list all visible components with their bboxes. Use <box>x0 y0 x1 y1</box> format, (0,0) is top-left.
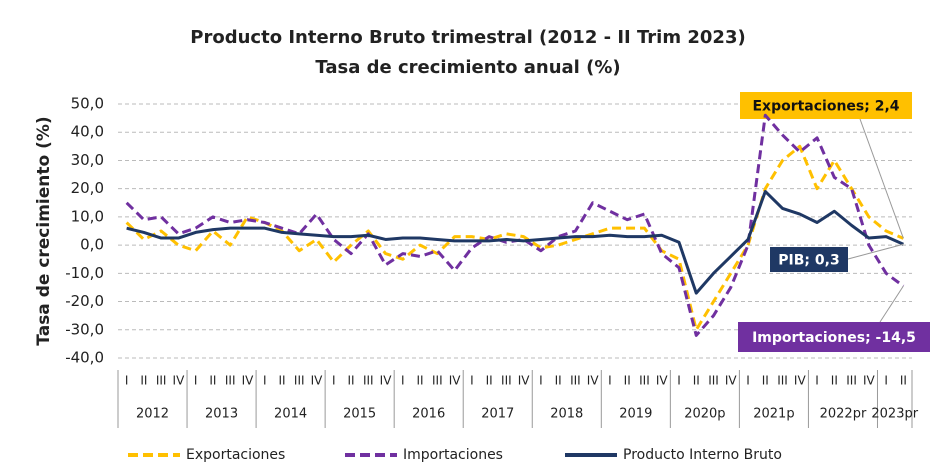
x-tick-label: I <box>746 374 750 388</box>
x-group-label: 2015 <box>343 407 376 422</box>
series-line <box>126 189 904 295</box>
x-tick-label: IV <box>518 374 531 388</box>
y-tick-label: -30,0 <box>65 320 104 338</box>
x-tick-label: III <box>225 374 236 388</box>
x-tick-label: I <box>401 374 405 388</box>
x-tick-label: III <box>156 374 167 388</box>
x-tick-label: IV <box>173 374 186 388</box>
x-tick-label: III <box>777 374 788 388</box>
x-group-label: 2022pr <box>820 407 867 422</box>
x-tick-label: II <box>900 374 907 388</box>
x-tick-label: IV <box>725 374 738 388</box>
chart-subtitle: Tasa de crecimiento anual (%) <box>315 57 620 78</box>
series-line <box>125 144 904 332</box>
x-tick-label: I <box>125 374 129 388</box>
data-label-box <box>738 322 930 352</box>
x-tick-label: III <box>639 374 650 388</box>
x-group-label: 2021p <box>753 407 794 422</box>
x-tick-label: I <box>884 374 888 388</box>
x-tick-label: IV <box>311 374 324 388</box>
x-tick-label: II <box>555 374 562 388</box>
legend-label: Importaciones <box>403 447 503 463</box>
y-tick-label: 50,0 <box>71 95 104 113</box>
x-tick-label: II <box>209 374 216 388</box>
x-tick-label: IV <box>794 374 807 388</box>
x-group-label: 2014 <box>274 407 307 422</box>
x-tick-label: II <box>278 374 285 388</box>
x-tick-label: IV <box>449 374 462 388</box>
x-tick-label: II <box>693 374 700 388</box>
x-tick-label: II <box>762 374 769 388</box>
data-label-box <box>740 92 912 119</box>
x-tick-label: III <box>708 374 719 388</box>
y-tick-label: 20,0 <box>71 179 104 197</box>
x-tick-label: I <box>539 374 543 388</box>
x-tick-label: III <box>363 374 374 388</box>
data-label: Importaciones; -14,5 <box>752 330 916 346</box>
x-tick-label: IV <box>863 374 876 388</box>
x-tick-label: IV <box>242 374 255 388</box>
chart-title: Producto Interno Bruto trimestral (2012 … <box>190 27 745 48</box>
y-tick-label: -40,0 <box>65 349 104 367</box>
x-tick-label: II <box>417 374 424 388</box>
x-tick-label: I <box>470 374 474 388</box>
x-tick-label: III <box>294 374 305 388</box>
x-group-label: 2019 <box>619 407 652 422</box>
x-tick-label: II <box>140 374 147 388</box>
data-label: PIB; 0,3 <box>778 253 839 269</box>
x-tick-label: III <box>570 374 581 388</box>
leader-line <box>859 118 904 239</box>
x-tick-label: I <box>815 374 819 388</box>
x-tick-label: I <box>677 374 681 388</box>
x-tick-label: III <box>501 374 512 388</box>
leader-line <box>879 285 904 323</box>
data-label: Exportaciones; 2,4 <box>752 99 899 115</box>
x-tick-label: I <box>263 374 267 388</box>
x-tick-label: II <box>347 374 354 388</box>
x-tick-label: II <box>624 374 631 388</box>
x-tick-label: IV <box>656 374 669 388</box>
x-tick-label: IV <box>587 374 600 388</box>
x-tick-label: I <box>332 374 336 388</box>
leader-line <box>847 243 904 260</box>
x-tick-label: III <box>846 374 857 388</box>
x-group-label: 2012 <box>136 407 169 422</box>
x-tick-label: IV <box>380 374 393 388</box>
x-tick-label: I <box>608 374 612 388</box>
legend-label: Exportaciones <box>186 447 285 463</box>
y-tick-label: 40,0 <box>71 123 104 141</box>
legend-label: Producto Interno Bruto <box>623 447 782 463</box>
x-tick-label: III <box>432 374 443 388</box>
x-group-label: 2023pr <box>871 407 918 422</box>
data-label-box <box>770 247 848 272</box>
y-tick-label: 10,0 <box>71 207 104 225</box>
y-tick-label: -10,0 <box>65 264 104 282</box>
y-tick-label: 0,0 <box>80 236 104 254</box>
x-tick-label: II <box>486 374 493 388</box>
x-group-label: 2017 <box>481 407 514 422</box>
y-axis-label: Tasa de crecimiento (%) <box>34 116 54 345</box>
x-tick-label: I <box>194 374 198 388</box>
x-group-label: 2016 <box>412 407 445 422</box>
x-group-label: 2020p <box>684 407 725 422</box>
x-group-label: 2018 <box>550 407 583 422</box>
x-tick-label: II <box>831 374 838 388</box>
y-tick-label: -20,0 <box>65 292 104 310</box>
y-tick-label: 30,0 <box>71 151 104 169</box>
x-group-label: 2013 <box>205 407 238 422</box>
